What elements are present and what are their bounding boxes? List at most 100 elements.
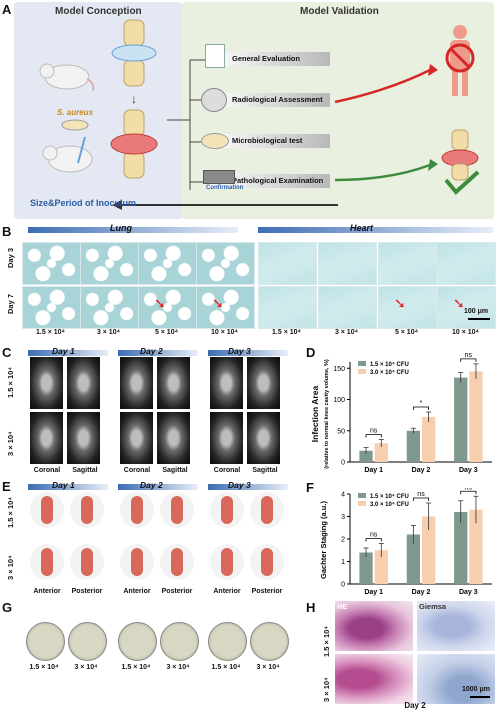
lung-histology-image — [138, 242, 197, 285]
legend-label: 1.5 × 10⁴ CFU — [370, 362, 409, 368]
chart-infection-area: 0 50 100 150 Infection Area (relative to norm… — [310, 352, 492, 474]
step-bar-radiological — [208, 93, 330, 107]
panel-label-e: E — [2, 479, 11, 494]
scale-bar-h — [470, 696, 490, 698]
c-day3-bar — [208, 350, 288, 356]
significance-label: ns — [465, 352, 473, 359]
down-arrow-icon: ↓ — [131, 92, 137, 106]
injected-mouse-illustration — [42, 136, 93, 173]
x-tick-label: Day 2 — [412, 467, 431, 474]
limb-photo — [30, 492, 64, 528]
e-row-1: 1.5 × 10⁴ — [6, 496, 15, 528]
agar-plate-image — [26, 622, 65, 661]
scanner-icon — [201, 88, 227, 112]
step-bar-microbiological — [208, 134, 330, 148]
mri-image — [247, 357, 280, 409]
mri-image — [210, 412, 243, 464]
heart-histology-image — [378, 242, 437, 285]
petri-dish-icon — [61, 119, 89, 131]
e-day1: Day 1 — [52, 480, 75, 490]
infected-knee-icon — [110, 109, 158, 179]
limb-photo — [30, 544, 64, 580]
agar-plate-image — [250, 622, 289, 661]
g-label: 1.5 × 10⁴ — [121, 664, 151, 671]
lung-histology-image — [22, 286, 81, 329]
significance-bracket — [365, 434, 382, 438]
step-microbiological-test: Microbiological test — [232, 136, 303, 145]
mri-image — [210, 357, 243, 409]
microtome-icon — [203, 170, 235, 184]
b-col-label: 5 × 10⁴ — [154, 329, 179, 336]
y-tick-label: 2 — [341, 537, 345, 544]
red-arrow-icon: ➘ — [212, 295, 224, 311]
b-col-label: 10 × 10⁴ — [210, 329, 238, 336]
significance-bracket — [412, 406, 430, 410]
e-view-label: Posterior — [71, 588, 103, 595]
c-row-2: 3 × 10⁴ — [6, 431, 15, 456]
h-row-2: 3 × 10⁴ — [322, 677, 331, 702]
b-col-label: 5 × 10⁴ — [394, 329, 419, 336]
x-tick-label: Day 1 — [364, 467, 383, 474]
legend-swatch — [358, 369, 366, 374]
lung-histology-image — [22, 242, 81, 285]
x-tick-label: Day 2 — [412, 589, 431, 596]
significance-bracket — [460, 490, 477, 495]
step-bar-pathological — [208, 174, 330, 188]
limb-photo — [160, 492, 194, 528]
y-tick-label: 0 — [341, 460, 345, 467]
h-stain-he: HE — [337, 602, 348, 611]
significance-bracket — [412, 497, 430, 501]
culture-dish-icon — [201, 133, 229, 149]
c-day2-bar — [118, 350, 198, 356]
heart-histology-image — [258, 286, 317, 329]
bar — [406, 430, 420, 462]
c-view-label: Coronal — [123, 467, 151, 474]
scale-label-b: 100 μm — [464, 308, 489, 315]
heart-header-bar — [258, 227, 493, 233]
limb-photo — [210, 544, 244, 580]
h-day-label: Day 2 — [404, 701, 426, 710]
y-tick-label: 4 — [341, 492, 345, 499]
scale-bar-b — [468, 318, 490, 320]
g-label: 1.5 × 10⁴ — [211, 664, 241, 671]
scale-label-h: 1000 μm — [462, 686, 491, 693]
y-tick-label: 50 — [337, 428, 345, 435]
panel-label-b: B — [2, 224, 12, 239]
g-label: 1.5 × 10⁴ — [29, 664, 59, 671]
chart-gachter-staging: 0 1 2 3 4 Gachter Staging (a.u.) Day 1 ns Day 2 n… — [319, 488, 492, 596]
h-giemsa-bottom-image — [417, 654, 495, 704]
c-view-label: Sagittal — [252, 467, 278, 474]
c-view-label: Sagittal — [72, 467, 98, 474]
significance-label: ns — [370, 428, 378, 435]
legend-swatch — [358, 493, 366, 498]
panel-label-d: D — [306, 345, 316, 360]
x-tick-label: Day 3 — [459, 589, 478, 596]
c-day1: Day 1 — [52, 346, 75, 356]
b-col-label: 10 × 10⁴ — [451, 329, 479, 336]
limb-photo — [250, 544, 284, 580]
mri-image — [67, 412, 100, 464]
e-view-label: Anterior — [213, 588, 241, 595]
panel-label-g: G — [2, 600, 13, 615]
b-col-label: 1.5 × 10⁴ — [36, 329, 65, 336]
agar-plate-image — [118, 622, 157, 661]
step-pathological-examination: Pathological Examination — [232, 176, 324, 185]
mri-image — [67, 357, 100, 409]
g-label: 3 × 10⁴ — [74, 664, 98, 671]
chart-title: Infection Area — [310, 386, 320, 443]
lung-histology-image — [80, 242, 139, 285]
x-tick-label: Day 3 — [459, 467, 478, 474]
significance-bracket — [365, 538, 382, 542]
heart-histology-image — [437, 242, 496, 285]
x-tick-label: Day 1 — [364, 589, 383, 596]
mri-image — [30, 412, 63, 464]
panel-label-f: F — [306, 480, 314, 495]
e-day3: Day 3 — [228, 480, 251, 490]
bar — [469, 509, 483, 584]
bar — [469, 371, 483, 462]
limb-photo — [120, 492, 154, 528]
panel-label-h: H — [306, 600, 316, 615]
e-view-label: Posterior — [161, 588, 193, 595]
inoculum-arrow — [112, 200, 338, 210]
heart-histology-image — [318, 286, 377, 329]
